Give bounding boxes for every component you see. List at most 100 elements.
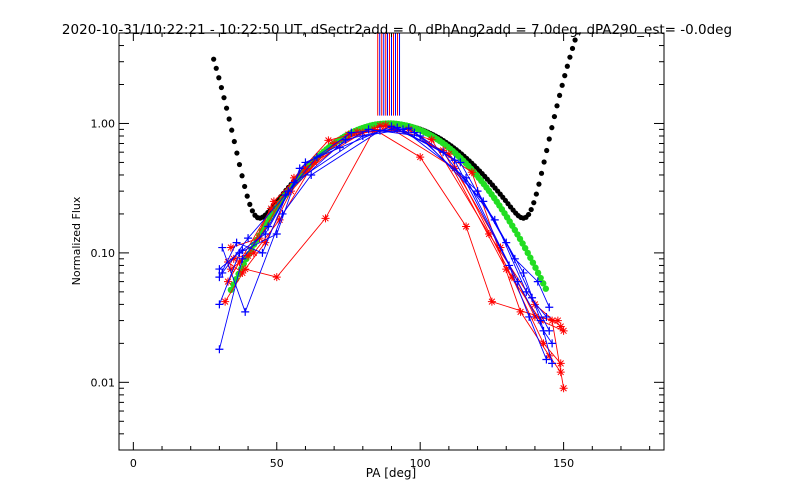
black-fit-point xyxy=(211,56,217,62)
black-fit-point xyxy=(223,105,230,111)
red-star-marker xyxy=(467,168,476,177)
blue-plus-marker xyxy=(545,303,554,312)
red-star-marker xyxy=(462,222,471,231)
blue-plus-marker xyxy=(439,148,448,157)
x-tick-label: 150 xyxy=(553,457,574,470)
red-star-marker xyxy=(289,173,298,182)
y-tick-label: 1.00 xyxy=(91,117,116,130)
blue-series-line xyxy=(218,127,547,360)
red-star-marker xyxy=(267,204,276,213)
green-fit-point xyxy=(519,240,526,247)
blue-plus-marker xyxy=(542,355,551,364)
blue-plus-marker xyxy=(404,124,413,133)
blue-plus-marker xyxy=(261,229,270,238)
black-fit-point xyxy=(541,159,547,165)
green-fit-point xyxy=(532,264,539,271)
red-star-marker xyxy=(545,351,554,360)
red-series-line xyxy=(224,128,565,389)
red-star-marker xyxy=(530,312,539,321)
red-star-marker xyxy=(416,153,425,162)
red-star-marker xyxy=(539,339,548,348)
black-fit-point xyxy=(231,138,237,145)
blue-plus-marker xyxy=(258,248,267,257)
red-star-marker xyxy=(559,326,568,335)
red-star-marker xyxy=(324,136,333,145)
red-star-marker xyxy=(553,316,562,325)
black-fit-point xyxy=(226,116,232,122)
black-fit-point xyxy=(567,54,573,60)
red-star-marker xyxy=(485,229,494,238)
blue-series-line xyxy=(218,128,553,350)
blue-plus-marker xyxy=(525,312,534,321)
green-fit-point xyxy=(527,254,534,261)
x-tick-label: 50 xyxy=(270,457,284,470)
y-tick-label: 0.01 xyxy=(91,376,116,389)
black-fit-point xyxy=(562,73,568,79)
green-fit-point xyxy=(227,286,235,294)
red-star-marker xyxy=(330,139,339,148)
green-fit-point xyxy=(524,249,531,257)
black-fit-point xyxy=(249,208,255,214)
red-series-line xyxy=(233,128,562,373)
red-star-marker xyxy=(502,265,511,274)
blue-series-line xyxy=(221,128,553,364)
red-star-marker xyxy=(548,316,557,325)
blue-plus-marker xyxy=(347,128,356,137)
plot-area xyxy=(211,33,580,393)
black-fit-point xyxy=(564,63,570,69)
black-fit-point xyxy=(247,201,253,207)
red-star-marker xyxy=(516,307,525,316)
blue-plus-marker xyxy=(450,156,459,165)
red-star-marker xyxy=(370,125,379,134)
black-fit-point xyxy=(531,200,537,206)
black-fit-point xyxy=(549,125,555,131)
green-fit-point xyxy=(537,274,544,282)
red-star-marker xyxy=(272,273,281,282)
blue-plus-marker xyxy=(238,246,247,255)
red-series-line xyxy=(227,128,562,364)
red-star-marker xyxy=(229,254,238,263)
black-fit-point xyxy=(572,37,578,43)
black-fit-point xyxy=(536,181,542,187)
x-axis-label: PA [deg] xyxy=(366,466,416,480)
black-fit-point xyxy=(554,103,560,109)
red-star-marker xyxy=(427,135,436,144)
black-fit-point xyxy=(242,183,248,190)
red-star-marker xyxy=(321,214,330,223)
blue-plus-marker xyxy=(244,234,253,243)
red-star-marker xyxy=(381,121,390,130)
y-tick-label: 0.10 xyxy=(91,247,116,260)
black-fit-point xyxy=(213,65,219,71)
red-star-marker xyxy=(444,150,453,159)
y-axis-label: Normalized Flux xyxy=(70,196,83,285)
red-star-marker xyxy=(487,297,496,306)
red-star-marker xyxy=(269,197,278,206)
black-fit-point xyxy=(244,193,250,199)
blue-plus-marker xyxy=(215,265,224,274)
blue-plus-marker xyxy=(232,238,241,247)
black-fit-point xyxy=(526,211,532,218)
blue-plus-marker xyxy=(533,277,542,286)
red-star-marker xyxy=(275,215,284,224)
x-tick-label: 0 xyxy=(130,457,137,470)
blue-plus-marker xyxy=(364,125,373,134)
blue-plus-marker xyxy=(241,307,250,316)
red-star-marker xyxy=(261,238,270,247)
blue-plus-marker xyxy=(536,316,545,325)
black-fit-point xyxy=(569,45,576,52)
green-fit-point xyxy=(534,269,542,277)
blue-plus-marker xyxy=(490,215,499,224)
black-fit-point xyxy=(236,161,243,168)
black-fit-point xyxy=(239,173,245,179)
x-tick-label: 100 xyxy=(410,457,431,470)
green-fit-point xyxy=(542,285,550,292)
black-fit-point xyxy=(528,206,534,213)
blue-plus-marker xyxy=(301,158,310,167)
red-star-marker xyxy=(226,265,235,274)
red-star-marker xyxy=(249,248,258,257)
blue-plus-marker xyxy=(215,300,224,309)
blue-plus-marker xyxy=(215,273,224,282)
black-fit-point xyxy=(221,95,227,101)
blue-plus-marker xyxy=(548,339,557,348)
plot-content xyxy=(211,33,580,393)
